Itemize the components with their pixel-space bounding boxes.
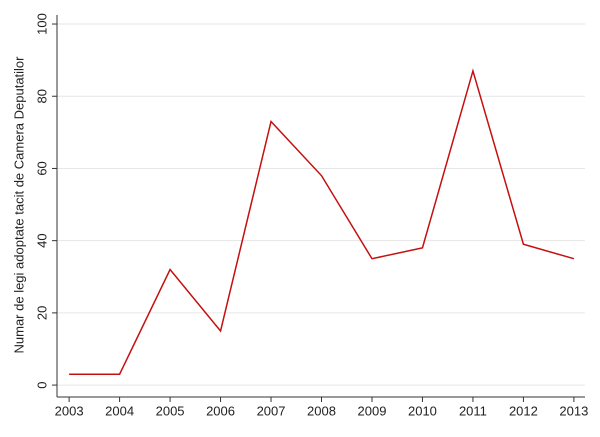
x-tick-label: 2008 [307,403,336,418]
x-tick-label: 2010 [408,403,437,418]
y-tick-label: 20 [34,306,49,320]
x-tick-label: 2003 [55,403,84,418]
x-tick-label: 2007 [257,403,286,418]
x-tick-label: 2013 [559,403,588,418]
x-tick-label: 2009 [358,403,387,418]
data-line [69,68,575,376]
x-tick-label: 2006 [206,403,235,418]
x-tick-label: 2004 [105,403,134,418]
y-axis-label: Numar de legi adoptate tacit de Camera D… [11,56,26,354]
y-tick-label: 80 [34,89,49,103]
y-tick-label: 40 [34,233,49,247]
y-tick-label: 0 [34,381,49,388]
x-tick-label: 2012 [509,403,538,418]
y-tick-label: 60 [34,161,49,175]
x-tick-label: 2011 [459,403,487,418]
x-tick-label: 2005 [156,403,185,418]
y-tick-label: 100 [34,13,49,35]
